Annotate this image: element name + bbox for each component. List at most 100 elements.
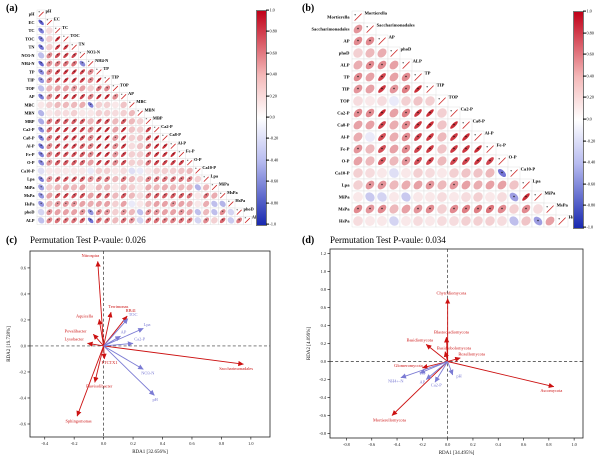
significance-star: * [477,208,480,213]
significance-star: * [429,148,432,153]
corr-ellipse [79,135,86,141]
corr-diag-label: MsPa [227,190,238,195]
env-label: NO3-N [141,371,155,376]
corr-ellipse [95,200,102,207]
significance-star: * [369,64,372,69]
corr-ellipse [413,180,423,190]
corr-diag-star: * [366,25,369,30]
corr-diag-label: pH [46,8,52,13]
corr-ellipse [186,200,193,207]
colorbar-tick-label: 0.80 [269,28,277,34]
env-label: NH4+-N [388,379,404,384]
significance-star: * [106,135,108,140]
corr-ellipse [162,159,168,166]
corr-diag-star: * [55,27,57,31]
corr-ellipse [120,176,127,182]
species-label: Lysobacter [65,337,85,342]
corr-diag-line [426,85,434,93]
significance-star: * [81,94,83,99]
significance-star: * [90,177,92,182]
corr-ellipse [120,167,127,175]
corr-ellipse [62,209,69,216]
corr-ellipse [473,192,483,202]
corr-ellipse [509,204,519,214]
corr-ellipse [461,204,471,214]
corr-diag-label: MiPa [219,182,230,187]
significance-star: * [156,144,158,149]
corr-ellipse [87,109,95,117]
corr-ellipse [54,69,61,75]
corr-diag-star: * [474,133,477,138]
corr-diag-line [154,127,160,133]
corr-row-label: MiPa [339,195,350,200]
corr-ellipse [450,145,458,153]
env-label: AP [420,380,426,385]
corr-ellipse [378,73,386,81]
corr-ellipse [103,101,111,109]
corr-ellipse [353,132,363,142]
panel-c-title: Permutation Test P-vaule: 0.026 [30,235,146,245]
corr-ellipse [227,208,235,216]
corr-ellipse [153,176,160,182]
colorbar-tick-label: 0.0 [269,114,275,120]
significance-star: * [40,28,42,33]
corr-row-label: phoD [24,210,34,215]
corr-ellipse [87,68,94,75]
significance-star: * [106,177,108,182]
significance-star: * [73,152,75,157]
corr-ellipse [46,35,53,43]
significance-star: * [81,127,83,132]
corr-ellipse [46,134,53,141]
colorbar-tick-label: -0.20 [586,138,596,144]
species-arrow [101,345,107,360]
correlogram-a: pH pH * EC EC * * TC TC * * TOC TOC * * * TN TN * * * * NO3-N N… [21,8,261,225]
corr-diag-line [402,61,410,69]
corr-diag-star: * [414,73,417,78]
corr-diag-line [38,11,44,17]
corr-ellipse [104,94,110,100]
corr-ellipse [104,143,110,149]
colorbar-tick-mark [583,204,586,206]
corr-diag-label: Ca8-P [473,119,485,124]
y-tick-label: 1.2 [321,251,326,256]
corr-ellipse [128,118,136,125]
corr-ellipse [87,126,94,133]
corr-ellipse [46,60,53,67]
corr-diag-label: Ca10-P [202,165,216,170]
colorbar-a: 1.0 0.80 0.60 0.40 0.20 0.0 -0.20 -0.40 -0.60 -0.… [256,8,284,227]
significance-star: * [180,160,182,165]
species-arrow [95,261,105,346]
significance-star: * [381,88,384,93]
significance-star: * [90,135,92,140]
corr-ellipse [533,216,543,226]
corr-ellipse [38,126,45,133]
corr-ellipse [353,108,363,118]
corr-row-label: O-P [27,160,35,165]
plot-frame [29,250,271,438]
corr-ellipse [71,126,77,133]
significance-star: * [40,185,42,190]
env-arrow [103,327,144,347]
significance-star: * [106,152,108,157]
significance-star: * [156,135,158,140]
corr-ellipse [128,159,136,166]
colorbar-tick-label: 1.0 [586,8,592,14]
corr-ellipse [112,134,119,141]
corr-diag-line [486,145,494,153]
significance-star: * [405,160,408,165]
corr-ellipse [353,24,363,34]
corr-diag-star: * [170,143,172,147]
significance-star: * [73,119,75,124]
corr-ellipse [425,216,435,226]
corr-diag-label: AP [389,35,395,40]
corr-ellipse [96,159,102,166]
significance-star: * [453,184,456,189]
significance-star: * [156,193,158,198]
env-label: Ca2-P [134,337,146,342]
corr-ellipse [63,151,69,158]
significance-star: * [57,177,59,182]
significance-star: * [57,61,59,66]
significance-star: * [57,135,59,140]
species-arrow [425,344,448,362]
significance-star: * [453,208,456,213]
